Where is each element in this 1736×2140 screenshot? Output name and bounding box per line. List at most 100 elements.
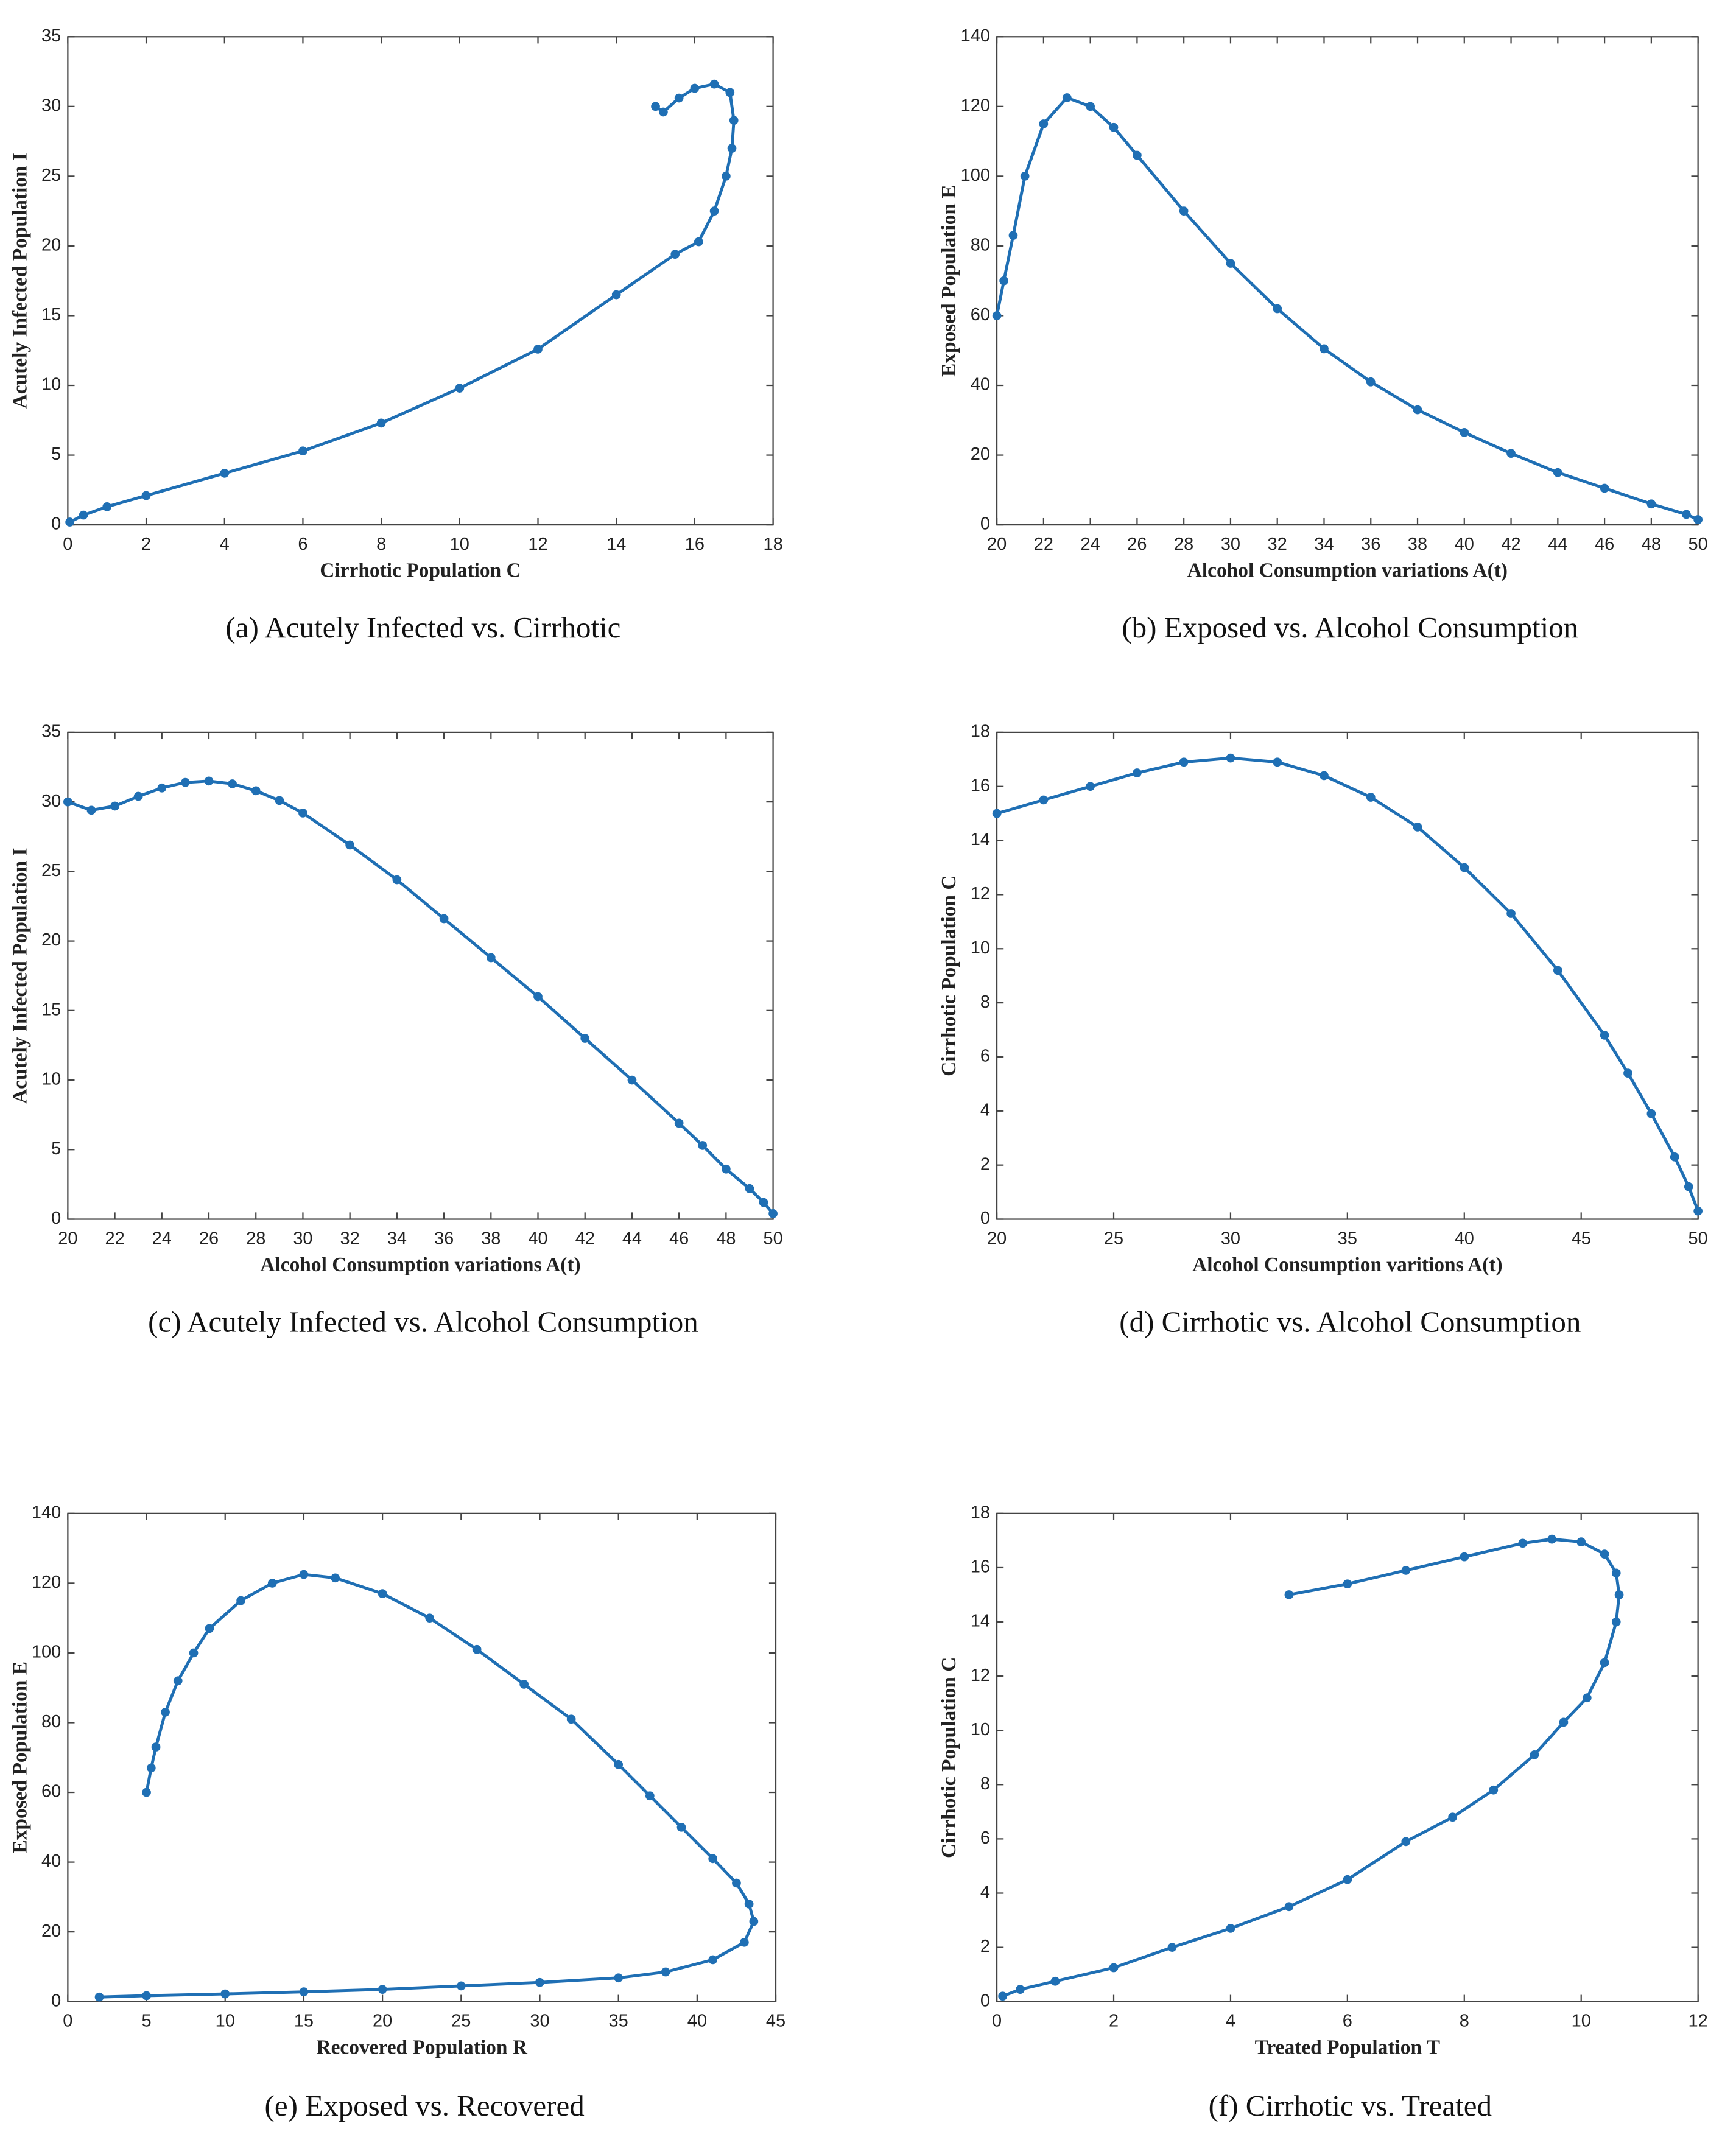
point (220, 1989, 230, 1999)
point (1489, 1785, 1499, 1795)
x-tick-label: 36 (434, 1229, 454, 1249)
x-tick-label: 4 (1226, 2012, 1235, 2031)
y-tick-label: 80 (971, 236, 990, 255)
point (298, 809, 307, 818)
point (439, 914, 449, 924)
y-tick-label: 14 (971, 1612, 990, 1631)
x-tick-label: 5 (142, 2012, 152, 2031)
x-tick-label: 12 (1689, 2012, 1708, 2031)
y-tick-label: 20 (971, 444, 990, 464)
point (1611, 1568, 1621, 1578)
y-tick-label: 30 (41, 791, 61, 811)
point (486, 953, 496, 963)
x-axis-label: Cirrhotic Population C (320, 560, 521, 582)
x-tick-label: 36 (1361, 535, 1380, 554)
x-tick-label: 34 (387, 1229, 407, 1249)
point (1600, 483, 1609, 493)
point (1401, 1837, 1411, 1847)
point (1039, 119, 1049, 128)
point (999, 276, 1008, 286)
point (533, 992, 543, 1002)
y-tick-label: 8 (980, 992, 990, 1012)
point (1086, 782, 1095, 791)
x-tick-label: 44 (1548, 535, 1567, 554)
x-tick-label: 35 (609, 2012, 628, 2031)
x-tick-label: 26 (1127, 535, 1147, 554)
point (659, 107, 668, 117)
x-axis-label: Alcohol Consumption variations A(t) (1187, 560, 1508, 582)
y-tick-label: 12 (971, 884, 990, 903)
point (535, 1977, 544, 1987)
x-tick-label: 28 (246, 1229, 265, 1249)
point (425, 1613, 434, 1623)
y-tick-label: 14 (971, 830, 990, 849)
point (992, 311, 1002, 320)
caption: (a) Acutely Infected vs. Cirrhotic (225, 611, 620, 644)
point (1273, 304, 1282, 314)
x-tick-label: 20 (987, 1229, 1007, 1249)
caption: (d) Cirrhotic vs. Alcohol Consumption (1119, 1305, 1581, 1338)
y-tick-label: 10 (41, 1070, 61, 1089)
plot-frame (996, 36, 1699, 526)
caption: (e) Exposed vs. Recovered (265, 2089, 585, 2122)
point (1062, 93, 1072, 102)
y-tick-label: 30 (41, 96, 61, 115)
x-tick-label: 20 (373, 2012, 392, 2031)
point (519, 1680, 529, 1689)
point (79, 510, 88, 520)
point (1582, 1693, 1592, 1703)
point (709, 206, 719, 216)
x-tick-label: 22 (1034, 535, 1053, 554)
x-tick-label: 50 (1689, 535, 1708, 554)
caption: (f) Cirrhotic vs. Treated (1209, 2089, 1492, 2122)
plot-frame (67, 36, 774, 526)
point (676, 1822, 686, 1832)
x-tick-label: 48 (1642, 535, 1661, 554)
point (580, 1034, 590, 1043)
point (745, 1184, 754, 1193)
y-axis-label: Acutely Infected Population I (9, 848, 31, 1104)
point (998, 1991, 1008, 2001)
point (146, 1763, 156, 1773)
point (86, 805, 96, 815)
point (661, 1967, 670, 1977)
chart: 0 2 4 6 8 10 12 0 2 4 6 8 10 12 14 16 18 Treated Populati… (938, 1503, 1708, 2122)
point (1320, 771, 1329, 781)
plot-frame (67, 731, 774, 1220)
point (228, 779, 237, 788)
point (1284, 1902, 1294, 1912)
point (94, 1992, 104, 2002)
x-tick-label: 15 (294, 2012, 314, 2031)
series-line (67, 779, 775, 1215)
point (1559, 1717, 1569, 1727)
point (1226, 1924, 1235, 1933)
x-tick-label: 40 (1455, 535, 1474, 554)
point (727, 144, 737, 153)
point (749, 1917, 759, 1926)
point (1366, 377, 1376, 387)
point (1460, 863, 1469, 872)
point (142, 1787, 151, 1797)
y-tick-label: 8 (980, 1774, 990, 1794)
y-tick-label: 5 (51, 444, 61, 464)
y-axis-label: Cirrhotic Population C (938, 875, 960, 1076)
point (142, 1991, 151, 2001)
x-axis-label: Treated Population T (1255, 2036, 1440, 2058)
y-tick-label: 35 (41, 722, 61, 742)
x-tick-label: 0 (63, 2012, 72, 2031)
x-tick-label: 24 (1081, 535, 1100, 554)
x-tick-label: 6 (298, 535, 307, 554)
point (1547, 1534, 1557, 1544)
point (645, 1791, 655, 1801)
point (392, 875, 402, 885)
y-tick-label: 40 (41, 1851, 61, 1871)
point (1016, 1985, 1025, 1994)
x-tick-label: 30 (1221, 1229, 1240, 1249)
point (1682, 510, 1691, 519)
point (1684, 1182, 1693, 1191)
chart: 20 22 24 26 28 30 32 34 36 38 40 42 44 46 48 5002040608… (938, 26, 1708, 644)
point (472, 1644, 482, 1654)
y-tick-label: 140 (961, 26, 990, 46)
point (1693, 1206, 1703, 1216)
